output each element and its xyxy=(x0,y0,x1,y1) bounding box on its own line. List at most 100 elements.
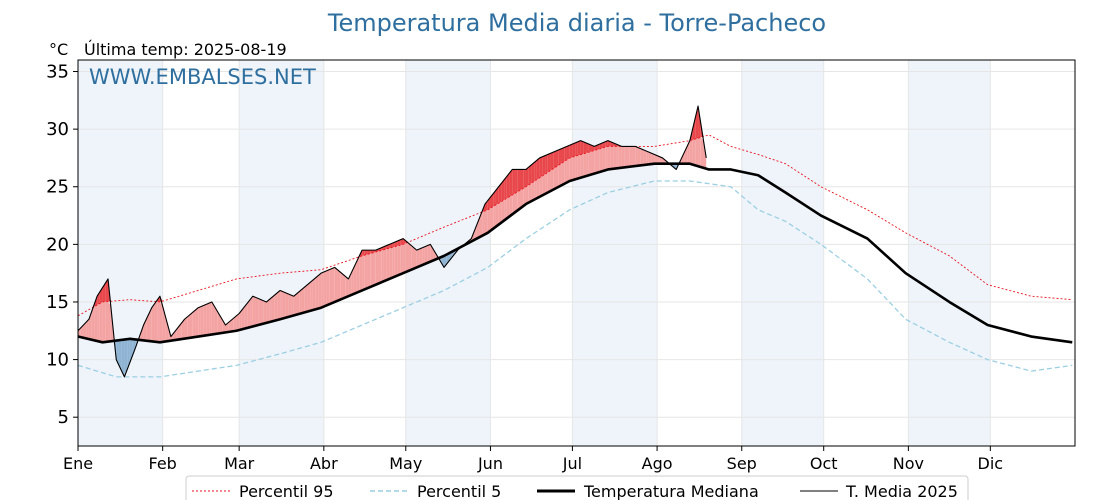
above-median-fill xyxy=(198,306,201,337)
above-median-fill xyxy=(506,196,510,219)
legend-current-label: T. Media 2025 xyxy=(845,482,958,500)
above-median-fill xyxy=(572,156,576,181)
above-median-fill xyxy=(151,303,155,342)
above-median-fill xyxy=(244,303,248,329)
above-median-fill xyxy=(326,269,330,306)
legend: Percentil 95 Percentil 5 Temperatura Med… xyxy=(185,475,969,500)
above-p95-fill xyxy=(556,149,559,167)
month-shade xyxy=(239,60,324,446)
above-median-fill xyxy=(80,325,84,338)
above-median-fill xyxy=(170,333,174,341)
above-p95-fill xyxy=(509,169,513,197)
above-median-fill xyxy=(102,301,106,343)
below-median-fill xyxy=(121,339,125,377)
above-median-fill xyxy=(591,150,595,175)
above-median-fill xyxy=(681,152,685,164)
background-shading xyxy=(78,60,991,446)
above-median-fill xyxy=(285,292,289,318)
above-median-fill xyxy=(515,191,518,213)
above-median-fill xyxy=(509,194,513,217)
above-median-fill xyxy=(419,247,423,267)
above-median-fill xyxy=(405,243,409,273)
above-median-fill xyxy=(356,256,360,293)
above-median-fill xyxy=(94,305,98,342)
above-median-fill xyxy=(373,252,376,286)
above-p95-fill xyxy=(403,238,406,245)
above-median-fill xyxy=(542,174,546,196)
percentile-5-line xyxy=(77,180,1073,378)
above-median-fill xyxy=(662,157,666,164)
y-axis-ticks: 5 10 15 20 25 30 35 xyxy=(46,62,78,428)
above-median-fill xyxy=(605,146,608,171)
above-median-fill xyxy=(654,154,658,164)
above-p95-fill xyxy=(558,148,562,166)
percentile-95-line xyxy=(77,134,1073,317)
above-median-fill xyxy=(299,289,302,314)
above-median-fill xyxy=(334,267,338,302)
above-median-fill xyxy=(269,297,272,323)
last-update-label: Última temp: 2025-08-19 xyxy=(84,40,287,59)
x-tick-label: Mar xyxy=(224,454,255,473)
above-median-fill xyxy=(359,255,363,292)
above-median-fill xyxy=(599,148,603,172)
above-median-fill xyxy=(291,295,294,317)
below-median-fill xyxy=(116,340,119,366)
above-median-fill xyxy=(433,248,436,261)
above-median-fill xyxy=(255,297,259,326)
above-p95-fill xyxy=(520,169,524,191)
grid-lines xyxy=(77,60,1075,446)
above-median-fill xyxy=(282,291,286,319)
above-median-fill xyxy=(140,325,144,341)
above-median-fill xyxy=(146,313,150,342)
above-median-fill xyxy=(545,172,548,194)
above-median-fill xyxy=(484,209,488,235)
above-median-fill xyxy=(228,320,231,333)
above-median-fill xyxy=(375,251,379,285)
above-median-fill xyxy=(550,168,554,192)
above-median-fill xyxy=(200,305,204,337)
above-median-fill xyxy=(687,140,690,164)
above-p95-fill xyxy=(698,106,701,139)
above-p95-fill xyxy=(583,141,587,154)
above-median-fill xyxy=(323,270,327,307)
x-axis-ticks: Ene Feb Mar Abr May Jun Jul Ago Sep Oct Nov Dic xyxy=(63,446,1003,473)
above-median-fill xyxy=(577,154,581,179)
above-p95-fill xyxy=(528,164,532,185)
above-median-fill xyxy=(301,286,305,314)
watermark: WWW.EMBALSES.NET xyxy=(89,65,316,89)
above-median-fill xyxy=(274,292,278,321)
above-median-fill xyxy=(525,184,529,205)
above-median-fill xyxy=(580,153,584,178)
above-median-fill xyxy=(501,199,505,223)
month-shade xyxy=(741,60,824,446)
legend-p5-label: Percentil 5 xyxy=(417,482,501,500)
above-median-fill xyxy=(83,322,87,339)
above-median-fill xyxy=(627,146,630,168)
above-median-fill xyxy=(342,274,346,299)
above-median-fill xyxy=(340,272,343,300)
above-median-fill xyxy=(236,313,240,331)
above-median-fill xyxy=(700,137,704,168)
above-median-fill xyxy=(181,319,185,340)
above-median-fill xyxy=(400,244,404,275)
above-median-fill xyxy=(108,301,111,342)
x-tick-label: Nov xyxy=(893,454,924,473)
above-p95-fill xyxy=(569,144,573,158)
above-median-fill xyxy=(635,146,638,167)
above-median-fill xyxy=(189,312,193,338)
above-median-fill xyxy=(157,301,160,343)
above-median-fill xyxy=(583,153,587,177)
above-median-fill xyxy=(564,159,567,184)
above-p95-fill xyxy=(515,169,518,194)
above-p95-fill xyxy=(102,283,106,302)
above-median-fill xyxy=(370,252,374,287)
above-median-fill xyxy=(288,293,292,317)
above-median-fill xyxy=(659,156,663,164)
above-median-fill xyxy=(310,280,313,311)
above-median-fill xyxy=(610,146,614,170)
y-tick-label: 25 xyxy=(46,177,69,198)
above-p95-fill xyxy=(564,146,567,162)
above-median-fill xyxy=(293,293,297,316)
above-median-fill xyxy=(263,300,267,324)
above-median-fill xyxy=(250,296,253,328)
